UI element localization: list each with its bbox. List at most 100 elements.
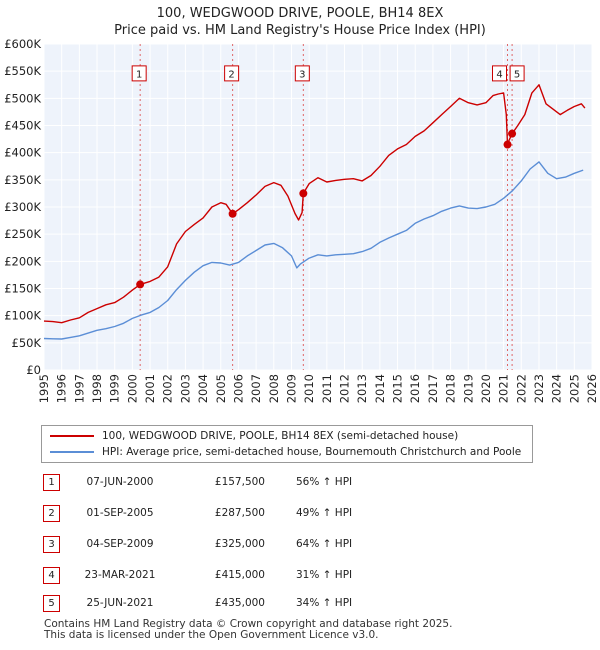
price-chart: £0 £50K £100K £150K £200K £250K £300K £350K £400… <box>4 37 599 403</box>
x-tick-label: 2012 <box>338 374 352 403</box>
sale-label-box <box>509 65 525 82</box>
y-tick-label: £400K <box>4 146 41 160</box>
y-tick-label: £100K <box>4 309 41 323</box>
x-tick-label: 1996 <box>55 374 69 403</box>
legend-swatch-hpi <box>50 451 94 453</box>
y-tick-label: £0 <box>26 363 41 377</box>
x-tick-label: 2009 <box>284 374 298 403</box>
sale-number-badge: 1 <box>43 474 60 491</box>
x-tick-label: 2001 <box>143 374 157 403</box>
sale-number-badge: 3 <box>43 536 60 553</box>
x-tick-label: 1995 <box>37 374 51 403</box>
x-tick-label: 2007 <box>249 374 263 403</box>
x-tick-label: 2018 <box>444 374 458 403</box>
sale-hpi-change: 64% ↑ HPI <box>296 538 353 550</box>
legend-swatch-property <box>50 435 94 437</box>
x-tick-label: 2022 <box>514 374 528 403</box>
x-tick-label: 2000 <box>125 374 139 403</box>
sale-label: 4 <box>496 69 502 80</box>
y-tick-label: £200K <box>4 254 41 268</box>
sale-number-badge: 2 <box>43 505 60 522</box>
x-tick-label: 2013 <box>355 374 369 403</box>
table-row: 2 01-SEP-2005 £287,500 49% ↑ HPI <box>0 505 600 523</box>
sale-date: 23-MAR-2021 <box>84 569 156 581</box>
x-tick-label: 2023 <box>532 374 546 403</box>
sale-date: 01-SEP-2005 <box>86 507 154 519</box>
sale-date: 07-JUN-2000 <box>86 476 154 488</box>
legend-item-hpi: HPI: Average price, semi-detached house,… <box>50 445 521 459</box>
x-tick-label: 2008 <box>267 374 281 403</box>
sale-label: 5 <box>514 69 520 80</box>
footer-licence: This data is licensed under the Open Gov… <box>44 629 379 641</box>
sale-price: £325,000 <box>214 538 265 550</box>
y-tick-label: £450K <box>4 119 41 133</box>
x-tick-label: 2021 <box>497 374 511 403</box>
sale-label-box <box>224 65 240 82</box>
x-tick-label: 2006 <box>231 374 245 403</box>
x-tick-label: 2011 <box>320 374 334 403</box>
hpi-series-line <box>43 161 584 340</box>
sale-price: £435,000 <box>214 597 265 609</box>
sale-label-box <box>294 65 310 82</box>
sale-number-badge: 5 <box>43 595 60 612</box>
sale-point <box>503 140 512 149</box>
y-tick-label: £50K <box>12 336 42 350</box>
x-tick-label: 2017 <box>426 374 440 403</box>
x-tick-label: 2015 <box>391 374 405 403</box>
sale-point <box>228 209 237 218</box>
sale-hpi-change: 56% ↑ HPI <box>296 476 353 488</box>
footer: Contains HM Land Registry data © Crown c… <box>44 619 452 641</box>
x-tick-label: 2025 <box>567 374 581 403</box>
sale-label-box <box>492 65 508 82</box>
sale-price: £157,500 <box>214 476 265 488</box>
sale-date: 25-JUN-2021 <box>86 597 154 609</box>
x-tick-label: 2014 <box>373 374 387 403</box>
legend-label-hpi: HPI: Average price, semi-detached house,… <box>102 446 522 458</box>
y-tick-label: £250K <box>4 227 41 241</box>
x-tick-label: 2010 <box>302 374 316 403</box>
y-tick-label: £300K <box>4 200 41 214</box>
table-row: 1 07-JUN-2000 £157,500 56% ↑ HPI <box>0 474 600 492</box>
sale-label: 2 <box>228 69 234 80</box>
sale-point <box>136 280 145 289</box>
sale-label: 1 <box>136 69 142 80</box>
x-tick-label: 2016 <box>408 374 422 403</box>
table-row: 3 04-SEP-2009 £325,000 64% ↑ HPI <box>0 536 600 554</box>
y-tick-label: £500K <box>4 91 41 105</box>
legend-item-property: 100, WEDGWOOD DRIVE, POOLE, BH14 8EX (se… <box>50 429 458 443</box>
sale-date: 04-SEP-2009 <box>86 538 154 550</box>
legend-label-property: 100, WEDGWOOD DRIVE, POOLE, BH14 8EX (se… <box>102 430 459 442</box>
sale-label-box <box>131 65 147 82</box>
table-row: 5 25-JUN-2021 £435,000 34% ↑ HPI <box>0 595 600 613</box>
x-tick-label: 2020 <box>479 374 493 403</box>
x-tick-label: 1997 <box>72 374 86 403</box>
sale-hpi-change: 31% ↑ HPI <box>296 569 353 581</box>
sale-point <box>508 129 517 138</box>
y-tick-label: £350K <box>4 173 41 187</box>
y-tick-label: £600K <box>4 37 41 51</box>
x-tick-label: 2019 <box>461 374 475 403</box>
chart-subtitle: Price paid vs. HM Land Registry's House … <box>114 23 486 38</box>
sale-price: £287,500 <box>214 507 265 519</box>
x-tick-label: 2004 <box>196 374 210 403</box>
x-tick-label: 1998 <box>90 374 104 403</box>
sale-hpi-change: 49% ↑ HPI <box>296 507 353 519</box>
sale-price: £415,000 <box>214 569 265 581</box>
footer-copyright: Contains HM Land Registry data © Crown c… <box>44 618 453 630</box>
x-tick-label: 2002 <box>161 374 175 403</box>
x-tick-label: 1999 <box>108 374 122 403</box>
sale-point <box>299 189 308 198</box>
sale-number-badge: 4 <box>43 567 60 584</box>
property-series-line <box>43 84 586 324</box>
chart-title: 100, WEDGWOOD DRIVE, POOLE, BH14 8EX <box>156 6 444 21</box>
y-tick-label: £550K <box>4 64 41 78</box>
sale-label: 3 <box>299 69 305 80</box>
x-tick-label: 2005 <box>214 374 228 403</box>
y-tick-label: £150K <box>4 282 41 296</box>
legend: 100, WEDGWOOD DRIVE, POOLE, BH14 8EX (se… <box>41 425 533 463</box>
sale-hpi-change: 34% ↑ HPI <box>296 597 353 609</box>
table-row: 4 23-MAR-2021 £415,000 31% ↑ HPI <box>0 567 600 585</box>
x-tick-label: 2026 <box>585 374 599 403</box>
x-tick-label: 2003 <box>178 374 192 403</box>
x-tick-label: 2024 <box>550 374 564 403</box>
